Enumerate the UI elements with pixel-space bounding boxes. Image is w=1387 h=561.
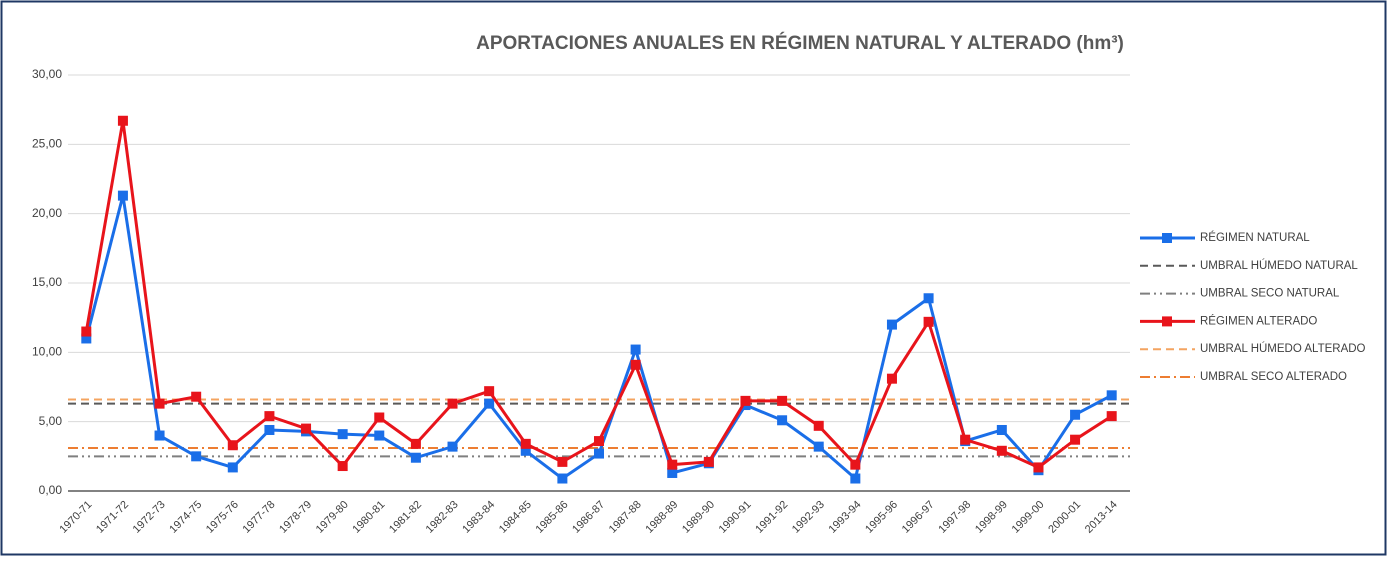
y-tick-label: 20,00	[32, 206, 62, 220]
point-marker	[923, 293, 934, 304]
point-marker	[484, 398, 495, 409]
y-tick-label: 30,00	[32, 67, 62, 81]
point-marker	[886, 319, 897, 330]
point-marker	[850, 473, 861, 484]
point-marker	[520, 445, 531, 456]
point-marker	[374, 412, 385, 423]
point-marker	[557, 473, 568, 484]
point-marker	[1033, 462, 1044, 473]
point-marker	[667, 467, 678, 478]
point-marker	[410, 438, 421, 449]
point-marker	[484, 386, 495, 397]
point-marker	[227, 462, 238, 473]
y-tick-label: 25,00	[32, 137, 62, 151]
point-marker	[1070, 409, 1081, 420]
legend-label: UMBRAL SECO NATURAL	[1200, 288, 1340, 300]
point-marker	[594, 436, 604, 447]
point-marker	[301, 423, 312, 434]
point-marker	[374, 430, 385, 441]
point-marker	[520, 438, 531, 449]
legend-label: RÉGIMEN ALTERADO	[1200, 314, 1317, 327]
point-marker	[337, 429, 348, 440]
chart-title: APORTACIONES ANUALES EN RÉGIMEN NATURAL …	[476, 32, 1124, 54]
point-marker	[813, 441, 824, 452]
point-marker	[447, 441, 458, 452]
point-marker	[740, 395, 751, 406]
point-marker	[410, 452, 421, 463]
point-marker	[264, 411, 275, 422]
y-tick-label: 0,00	[39, 483, 63, 497]
point-marker	[154, 430, 165, 441]
point-marker	[447, 398, 458, 409]
point-marker	[227, 440, 238, 451]
point-marker	[117, 115, 128, 126]
point-marker	[1106, 390, 1117, 401]
y-tick-label: 10,00	[32, 345, 62, 359]
legend-marker	[1162, 316, 1172, 327]
point-marker	[191, 391, 202, 402]
point-marker	[813, 420, 824, 431]
point-marker	[777, 395, 788, 406]
point-marker	[777, 415, 788, 426]
legend-label: RÉGIMEN NATURAL	[1200, 231, 1310, 244]
point-marker	[264, 424, 275, 435]
point-marker	[1070, 434, 1081, 445]
point-marker	[81, 333, 92, 344]
legend-label: UMBRAL SECO ALTERADO	[1200, 371, 1347, 383]
point-marker	[923, 316, 934, 327]
point-marker	[154, 398, 165, 409]
point-marker	[1106, 411, 1117, 422]
point-marker	[960, 434, 971, 445]
point-marker	[630, 344, 641, 355]
point-marker	[996, 445, 1007, 456]
point-marker	[337, 461, 348, 472]
point-marker	[886, 373, 897, 384]
point-marker	[557, 456, 568, 467]
point-marker	[117, 190, 128, 201]
point-marker	[703, 456, 714, 467]
legend-label: UMBRAL HÚMEDO NATURAL	[1200, 259, 1358, 272]
y-tick-label: 5,00	[39, 414, 63, 428]
point-marker	[594, 448, 604, 459]
point-marker	[191, 451, 202, 462]
point-marker	[850, 459, 861, 470]
point-marker	[667, 459, 678, 470]
point-marker	[81, 326, 92, 337]
y-tick-label: 15,00	[32, 275, 62, 289]
point-marker	[996, 424, 1007, 435]
legend-marker	[1162, 233, 1172, 243]
point-marker	[630, 359, 641, 370]
legend-label: UMBRAL HÚMEDO ALTERADO	[1200, 342, 1366, 355]
